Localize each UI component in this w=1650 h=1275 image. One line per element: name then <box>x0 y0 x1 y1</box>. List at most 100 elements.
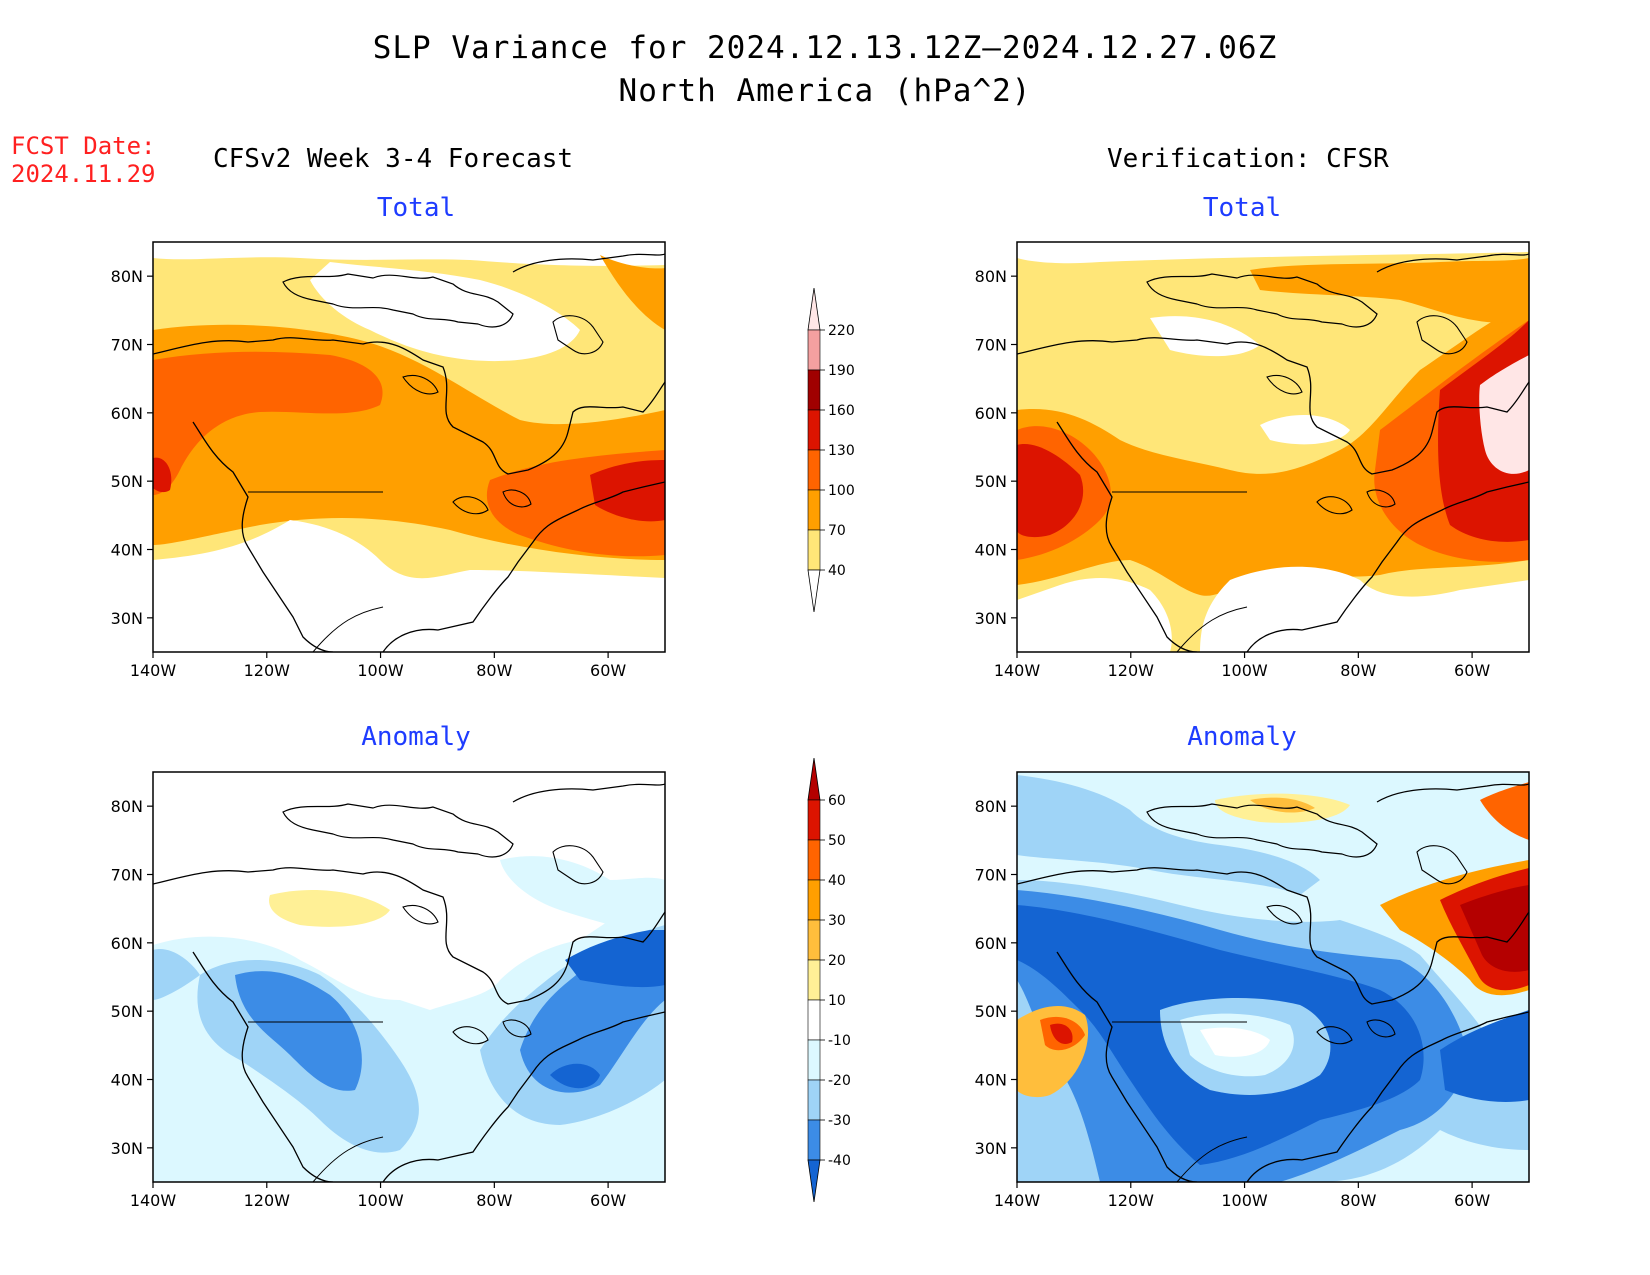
lat-tick-label: 60N <box>975 404 1007 423</box>
lat-tick-label: 70N <box>975 866 1007 885</box>
lon-tick-label: 100W <box>1221 1191 1268 1210</box>
lon-tick-label: 100W <box>357 661 404 680</box>
lat-tick-label: 40N <box>975 1071 1007 1090</box>
panel-title-forecast-total: Total <box>376 193 456 223</box>
colorbar-box <box>807 369 821 411</box>
main-subtitle: North America (hPa^2) <box>618 73 1032 109</box>
colorbar-box <box>807 959 821 1001</box>
colorbar-box <box>807 919 821 961</box>
lon-tick-label: 120W <box>244 661 291 680</box>
forecast-total-map <box>153 242 665 652</box>
lat-tick-label: 60N <box>111 934 143 953</box>
lat-tick-label: 50N <box>975 472 1007 491</box>
colorbar-label: 10 <box>828 993 846 1009</box>
lat-tick-label: 30N <box>975 609 1007 628</box>
colorbar-label: 190 <box>828 363 855 379</box>
lon-tick-label: 120W <box>1108 1191 1155 1210</box>
right-column-title: Verification: CFSR <box>1107 144 1389 174</box>
lat-tick-label: 30N <box>975 1139 1007 1158</box>
forecast-total-frame <box>152 241 666 653</box>
lat-tick-label: 40N <box>975 541 1007 560</box>
verification-total-map <box>1017 242 1529 652</box>
colorbar-label: 50 <box>828 833 846 849</box>
colorbar-box <box>807 529 821 571</box>
lat-tick-label: 80N <box>111 797 143 816</box>
lat-tick-label: 70N <box>111 866 143 885</box>
lat-tick-label: 80N <box>975 797 1007 816</box>
panel-title-forecast-anomaly: Anomaly <box>361 722 471 752</box>
lon-tick-label: 60W <box>1454 1191 1490 1210</box>
colorbar-box <box>807 409 821 451</box>
lon-tick-label: 60W <box>590 1191 626 1210</box>
verification-anomaly-frame <box>1016 771 1530 1183</box>
lon-tick-label: 120W <box>1108 661 1155 680</box>
colorbar-box <box>807 1039 821 1081</box>
lat-tick-label: 60N <box>111 404 143 423</box>
total-colorbar: 220 190 160 130 100 70 40 <box>807 287 855 613</box>
colorbar-arrow-top <box>807 757 821 801</box>
lat-tick-label: 80N <box>975 267 1007 286</box>
lon-tick-label: 140W <box>130 661 177 680</box>
lon-tick-label: 100W <box>1221 661 1268 680</box>
verification-anomaly-map <box>1017 772 1529 1182</box>
colorbar-label: 220 <box>828 323 855 339</box>
colorbar-label: 70 <box>828 523 846 539</box>
lon-tick-label: 80W <box>1340 661 1376 680</box>
colorbar-box <box>807 449 821 491</box>
forecast-anomaly-map <box>153 772 665 1182</box>
fcst-label: FCST Date: <box>11 132 156 160</box>
lat-tick-label: 70N <box>975 336 1007 355</box>
lat-tick-label: 70N <box>111 336 143 355</box>
lon-tick-label: 80W <box>476 661 512 680</box>
colorbar-label: -20 <box>828 1073 851 1089</box>
colorbar-label: 130 <box>828 443 855 459</box>
colorbar-arrow-bottom <box>807 569 821 613</box>
verification-total-frame <box>1016 241 1530 653</box>
colorbar-box <box>807 1079 821 1121</box>
map-axes: 140W 120W 100W 80W 60W 80N 70N 60N 50N 40N 30N 140W… <box>111 267 1491 1210</box>
panel-title-verification-anomaly: Anomaly <box>1187 722 1297 752</box>
colorbar-box <box>807 999 821 1041</box>
lat-tick-label: 50N <box>111 472 143 491</box>
colorbar-label: 20 <box>828 953 846 969</box>
lon-tick-label: 140W <box>994 1191 1041 1210</box>
lon-tick-label: 60W <box>590 661 626 680</box>
lat-tick-label: 40N <box>111 1071 143 1090</box>
forecast-anomaly-frame <box>152 771 666 1183</box>
lon-tick-label: 140W <box>994 661 1041 680</box>
lat-tick-label: 60N <box>975 934 1007 953</box>
colorbar-arrow-top <box>807 287 821 331</box>
colorbar-label: 160 <box>828 403 855 419</box>
colorbar-box <box>807 329 821 371</box>
lat-tick-label: 80N <box>111 267 143 286</box>
lat-tick-label: 50N <box>111 1002 143 1021</box>
panel-title-verification-total: Total <box>1202 193 1282 223</box>
lon-tick-label: 80W <box>1340 1191 1376 1210</box>
lon-tick-label: 100W <box>357 1191 404 1210</box>
lat-tick-label: 40N <box>111 541 143 560</box>
colorbar-box <box>807 489 821 531</box>
lat-tick-label: 30N <box>111 1139 143 1158</box>
colorbar-label: 40 <box>828 873 846 889</box>
colorbar-label: -40 <box>828 1153 851 1169</box>
anomaly-colorbar: 60 50 40 30 20 10 -10 -20 -30 -40 <box>807 757 851 1203</box>
lon-tick-label: 60W <box>1454 661 1490 680</box>
lon-tick-label: 120W <box>244 1191 291 1210</box>
colorbar-box <box>807 879 821 921</box>
lat-tick-label: 50N <box>975 1002 1007 1021</box>
colorbar-box <box>807 799 821 841</box>
colorbar-label: 40 <box>828 563 846 579</box>
fcst-date: 2024.11.29 <box>11 160 156 188</box>
colorbar-label: -30 <box>828 1113 851 1129</box>
colorbar-label: -10 <box>828 1033 851 1049</box>
colorbar-box <box>807 1119 821 1161</box>
left-column-title: CFSv2 Week 3-4 Forecast <box>213 144 574 174</box>
lat-tick-label: 30N <box>111 609 143 628</box>
colorbar-label: 100 <box>828 483 855 499</box>
colorbar-label: 30 <box>828 913 846 929</box>
lon-tick-label: 80W <box>476 1191 512 1210</box>
colorbar-label: 60 <box>828 793 846 809</box>
lon-tick-label: 140W <box>130 1191 177 1210</box>
colorbar-arrow-bottom <box>807 1159 821 1203</box>
